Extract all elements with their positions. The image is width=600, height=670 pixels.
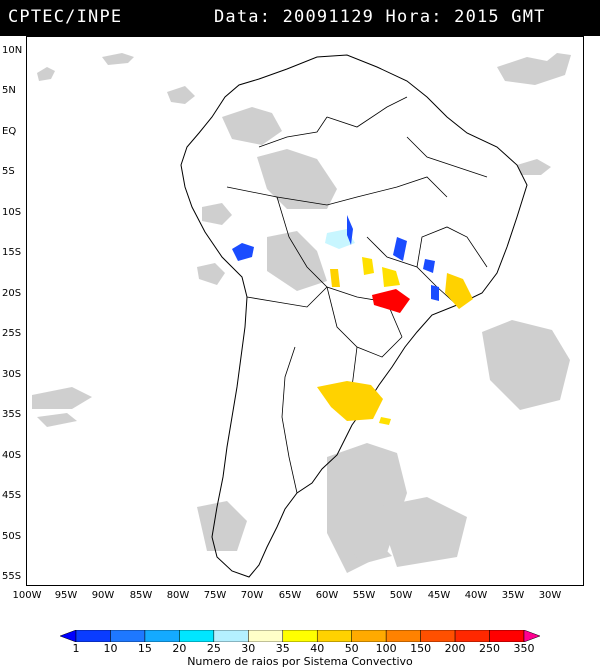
colorbar-tick-label: 200 [444,642,466,655]
lon-label: 80W [166,590,190,601]
lon-label: 70W [240,590,264,601]
lat-label: 30S [2,369,22,380]
lat-label: 45S [2,490,22,501]
colorbar-segment [144,630,180,642]
colorbar-segment [351,630,387,642]
colorbar-tick-label: 15 [137,642,152,655]
lon-label: 85W [129,590,153,601]
colorbar [60,630,540,642]
cloud-cover [32,53,571,573]
lat-label: 10S [2,207,22,218]
colorbar-tick-label: 350 [513,642,535,655]
colorbar-segment [316,630,352,642]
map-svg [32,53,571,578]
colorbar-segment [248,630,284,642]
colorbar-title: Numero de raios por Sistema Convectivo [187,655,413,668]
lon-label: 40W [464,590,488,601]
colorbar-tick-label: 150 [410,642,432,655]
colorbar-segment [213,630,249,642]
colorbar-tick-label: 10 [103,642,118,655]
colorbar-segment [282,630,318,642]
colorbar-tick-label: 35 [275,642,290,655]
colorbar-segment [110,630,146,642]
colorbar-tick-label: 30 [241,642,256,655]
header-bar: CPTEC/INPE Data: 20091129 Hora: 2015 GMT [0,0,600,36]
lat-label: 55S [2,571,22,582]
colorbar-tick-label: 25 [206,642,221,655]
lat-label: 5S [2,166,15,177]
lon-label: 45W [427,590,451,601]
lon-label: 90W [91,590,115,601]
colorbar-segment [523,630,540,642]
colorbar-tick-label: 20 [172,642,187,655]
map-frame [26,36,584,586]
lon-label: 50W [389,590,413,601]
colorbar-segment [420,630,456,642]
colorbar-segment [60,630,77,642]
colorbar-segment [75,630,111,642]
colorbar-segment [454,630,490,642]
lightning-systems [232,215,473,425]
datetime-label: Data: 20091129 Hora: 2015 GMT [214,7,546,27]
lat-label: 35S [2,409,22,420]
colorbar-segment [489,630,525,642]
lon-label: 65W [278,590,302,601]
lat-label: 25S [2,328,22,339]
colorbar-segment [385,630,421,642]
lat-label: 15S [2,247,22,258]
colorbar-tick-label: 250 [479,642,501,655]
lon-label: 30W [538,590,562,601]
lat-label: 40S [2,450,22,461]
lon-label: 100W [12,590,42,601]
colorbar-tick-label: 100 [375,642,397,655]
lon-label: 95W [54,590,78,601]
colorbar-tick-label: 40 [310,642,325,655]
colorbar-tick-label: 50 [344,642,359,655]
lat-label: 10N [2,45,23,56]
colorbar-tick-label: 1 [72,642,80,655]
lon-label: 75W [203,590,227,601]
lat-label: EQ [2,126,17,137]
source-label: CPTEC/INPE [8,7,123,27]
lat-label: 20S [2,288,22,299]
lon-label: 55W [352,590,376,601]
lat-label: 5N [2,85,16,96]
lon-label: 60W [315,590,339,601]
lat-label: 50S [2,531,22,542]
colorbar-segment [179,630,215,642]
lon-label: 35W [501,590,525,601]
